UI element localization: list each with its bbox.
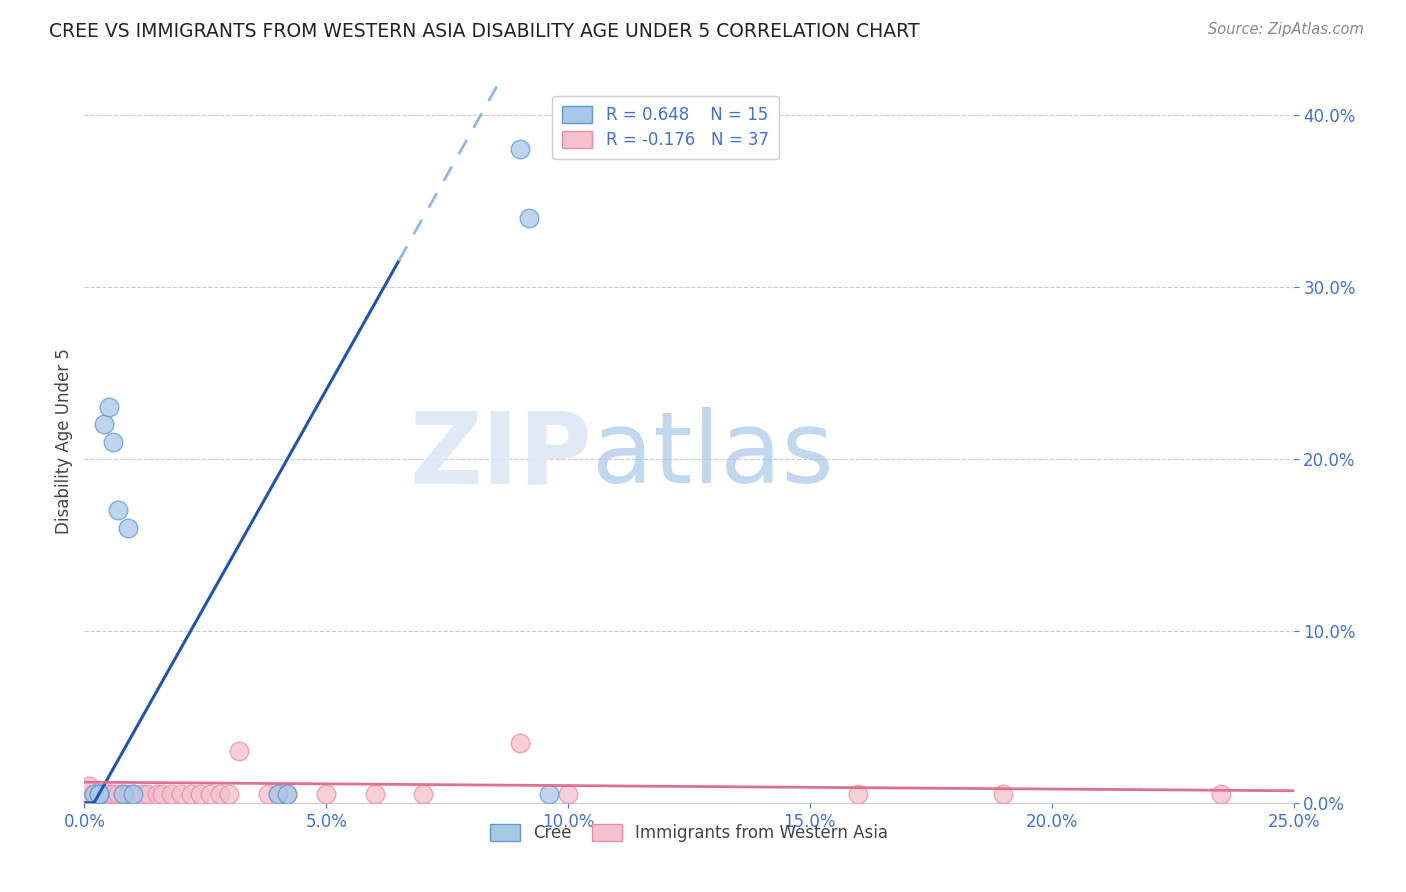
Point (208, 787, 231, 801)
Point (267, 787, 290, 801)
Text: Source: ZipAtlas.com: Source: ZipAtlas.com (1208, 22, 1364, 37)
Point (136, 787, 159, 801)
Point (87, 787, 110, 801)
Point (131, 787, 153, 801)
Point (557, 787, 579, 801)
Point (112, 787, 135, 801)
Point (77, 779, 100, 793)
Point (121, 787, 143, 801)
Point (77, 787, 100, 801)
Point (97, 787, 120, 801)
Point (87, 787, 110, 801)
Point (267, 787, 290, 801)
Point (107, 503, 129, 517)
Legend: Cree, Immigrants from Western Asia: Cree, Immigrants from Western Asia (479, 814, 898, 852)
Point (1209, 787, 1232, 801)
Point (218, 787, 240, 801)
Point (146, 787, 169, 801)
Point (97, 400, 120, 414)
Point (190, 787, 212, 801)
Point (97, 787, 120, 801)
Point (228, 744, 250, 758)
Point (846, 787, 869, 801)
Point (103, 434, 125, 449)
Point (315, 787, 337, 801)
Point (117, 787, 139, 801)
Text: atlas: atlas (592, 408, 834, 505)
Point (537, 787, 560, 801)
Point (276, 787, 298, 801)
Point (93, 417, 115, 432)
Point (170, 787, 193, 801)
Point (117, 520, 139, 534)
Point (517, 211, 540, 225)
Point (83, 787, 105, 801)
Point (257, 787, 280, 801)
Point (93, 787, 115, 801)
Point (509, 735, 531, 749)
Point (150, 787, 173, 801)
Point (87, 787, 110, 801)
Point (160, 787, 183, 801)
Point (83, 787, 105, 801)
Point (103, 787, 125, 801)
Point (198, 787, 221, 801)
Point (87, 787, 110, 801)
Point (107, 787, 129, 801)
Y-axis label: Disability Age Under 5: Disability Age Under 5 (55, 349, 73, 534)
Point (363, 787, 385, 801)
Point (180, 787, 202, 801)
Point (993, 787, 1015, 801)
Point (112, 787, 135, 801)
Point (412, 787, 434, 801)
Point (509, 142, 531, 156)
Point (83, 787, 105, 801)
Text: ZIP: ZIP (409, 408, 592, 505)
Text: CREE VS IMMIGRANTS FROM WESTERN ASIA DISABILITY AGE UNDER 5 CORRELATION CHART: CREE VS IMMIGRANTS FROM WESTERN ASIA DIS… (49, 22, 920, 41)
Point (276, 787, 298, 801)
Point (121, 787, 143, 801)
